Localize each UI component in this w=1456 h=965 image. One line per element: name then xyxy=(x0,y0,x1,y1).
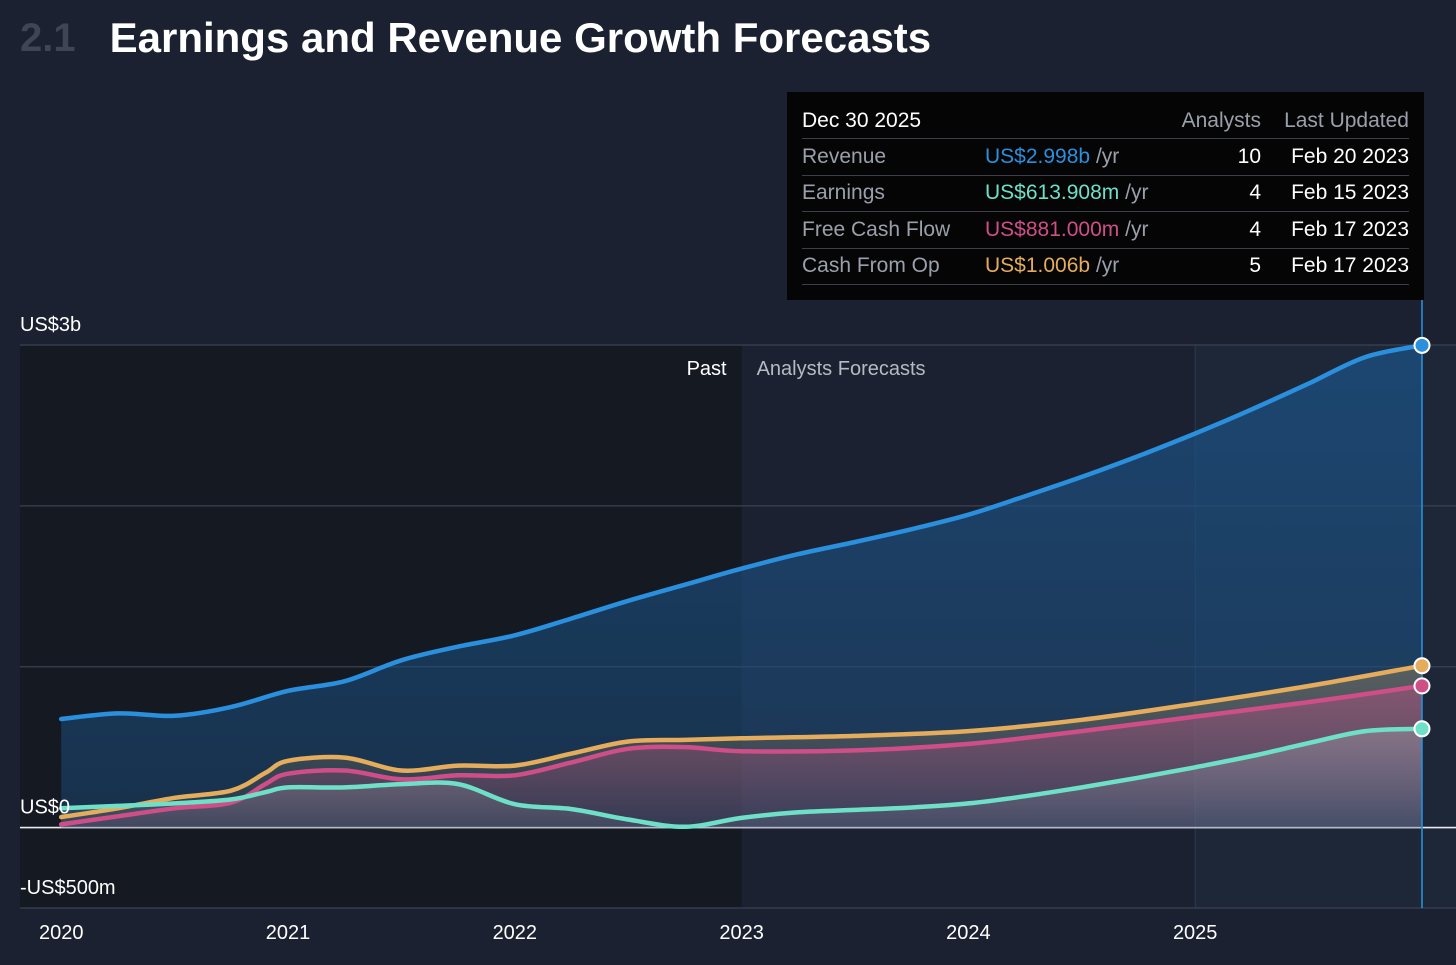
tooltip-row-earnings: Earnings US$613.908m /yr 4 Feb 15 2023 xyxy=(802,175,1409,212)
x-tick-label: 2023 xyxy=(719,922,764,944)
tooltip-value-cell: US$1.006b /yr xyxy=(985,248,1171,285)
earnings-area xyxy=(61,728,1423,828)
earnings-line xyxy=(58,726,1425,830)
revenue-marker xyxy=(1413,336,1431,354)
tooltip-row-cash-from-op: Cash From Op US$1.006b /yr 5 Feb 17 2023 xyxy=(802,248,1409,285)
cash-from-op-marker xyxy=(1413,657,1431,675)
tooltip-updated: Feb 17 2023 xyxy=(1261,211,1409,249)
past-region-label: Past xyxy=(687,358,727,380)
tooltip-metric: Cash From Op xyxy=(802,248,985,285)
tooltip-value: US$881.000m xyxy=(985,217,1120,241)
tooltip-updated: Feb 20 2023 xyxy=(1261,138,1409,176)
tooltip-unit: /yr xyxy=(1095,254,1120,278)
tooltip-updated-header: Last Updated xyxy=(1261,104,1409,139)
tooltip-unit: /yr xyxy=(1095,144,1120,168)
tooltip-metric: Free Cash Flow xyxy=(802,211,985,249)
tooltip-value: US$1.006b xyxy=(985,254,1091,278)
tooltip-row-free-cash-flow: Free Cash Flow US$881.000m /yr 4 Feb 17 … xyxy=(802,211,1409,249)
free-cash-flow-marker xyxy=(1413,677,1431,695)
tooltip-analysts-header: Analysts xyxy=(1170,104,1261,139)
x-tick-label: 2022 xyxy=(493,922,538,944)
section-number: 2.1 xyxy=(20,15,76,60)
tooltip-value-cell: US$2.998b /yr xyxy=(985,138,1171,176)
tooltip-unit: /yr xyxy=(1125,181,1149,205)
tooltip-row-revenue: Revenue US$2.998b /yr 10 Feb 20 2023 xyxy=(802,138,1409,176)
cash-from-op-line xyxy=(58,663,1425,820)
y-tick-label: US$0 xyxy=(20,797,70,819)
tooltip-analysts: 4 xyxy=(1170,175,1261,212)
tooltip-date: Dec 30 2025 xyxy=(802,104,1171,139)
y-tick-label: -US$500m xyxy=(20,877,116,899)
revenue-line xyxy=(58,343,1425,722)
tooltip-table: Dec 30 2025 Analysts Last Updated Revenu… xyxy=(802,104,1409,285)
tooltip-value-cell: US$613.908m /yr xyxy=(985,175,1171,212)
x-tick-label: 2020 xyxy=(39,922,84,944)
forecast-region-label: Analysts Forecasts xyxy=(757,358,926,380)
y-tick-label: US$3b xyxy=(20,314,81,336)
tooltip-unit: /yr xyxy=(1125,217,1149,241)
tooltip-updated: Feb 17 2023 xyxy=(1261,248,1409,285)
tooltip-analysts: 4 xyxy=(1170,211,1261,249)
hover-tooltip: Dec 30 2025 Analysts Last Updated Revenu… xyxy=(787,92,1424,300)
tooltip-value: US$2.998b xyxy=(985,144,1091,168)
tooltip-value: US$613.908m xyxy=(985,181,1120,205)
tooltip-analysts: 5 xyxy=(1170,248,1261,285)
x-tick-label: 2025 xyxy=(1173,922,1218,944)
tooltip-value-cell: US$881.000m /yr xyxy=(985,211,1171,249)
tooltip-metric: Earnings xyxy=(802,175,985,212)
tooltip-metric: Revenue xyxy=(802,138,985,176)
tooltip-analysts: 10 xyxy=(1170,138,1261,176)
x-tick-label: 2024 xyxy=(946,922,991,944)
tooltip-header-row: Dec 30 2025 Analysts Last Updated xyxy=(802,104,1409,139)
earnings-marker xyxy=(1413,720,1431,738)
page-title: Earnings and Revenue Growth Forecasts xyxy=(109,14,932,61)
revenue-area xyxy=(61,345,1423,828)
tooltip-updated: Feb 15 2023 xyxy=(1261,175,1409,212)
x-tick-label: 2021 xyxy=(266,922,311,944)
header: 2.1 Earnings and Revenue Growth Forecast… xyxy=(20,8,931,68)
